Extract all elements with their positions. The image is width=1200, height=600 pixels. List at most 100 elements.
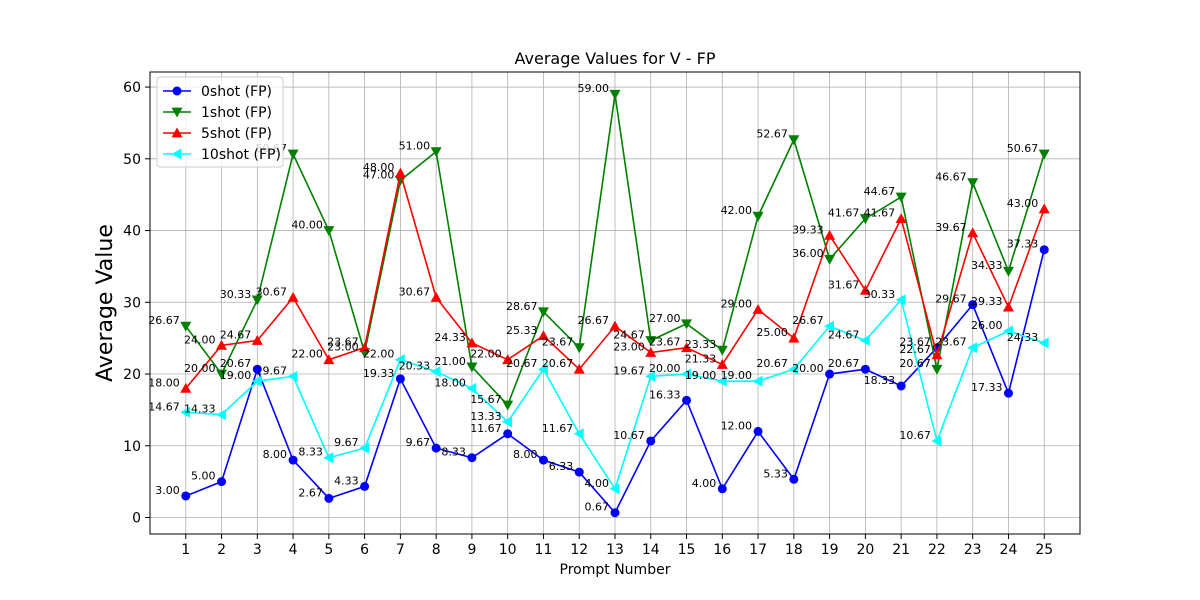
- data-label: 21.00: [434, 355, 466, 368]
- data-label: 21.33: [685, 352, 717, 365]
- x-tick-label: 4: [289, 542, 298, 558]
- data-point: [931, 349, 943, 360]
- data-point: [537, 307, 549, 318]
- data-point: [1003, 388, 1013, 398]
- legend-entry: 1shot (FP): [201, 105, 272, 121]
- data-label: 23.00: [327, 341, 359, 354]
- data-label: 34.33: [971, 259, 1003, 272]
- data-label: 20.67: [899, 357, 931, 370]
- data-label: 11.67: [542, 422, 574, 435]
- data-label: 20.67: [542, 357, 574, 370]
- series-3: [180, 294, 1049, 495]
- data-point: [859, 335, 870, 347]
- data-label: 23.33: [685, 338, 717, 351]
- data-label: 20.33: [399, 360, 431, 373]
- data-point: [287, 149, 299, 160]
- y-tick-label: 20: [123, 367, 141, 383]
- data-label: 47.00: [363, 168, 395, 181]
- data-label: 29.33: [971, 295, 1003, 308]
- data-label: 26.00: [971, 319, 1003, 332]
- data-point: [931, 364, 943, 375]
- data-label: 29.00: [721, 297, 753, 310]
- data-label: 30.33: [864, 288, 896, 301]
- data-label: 5.00: [191, 470, 216, 483]
- data-point: [609, 483, 620, 495]
- y-axis-label: Average Value: [93, 224, 118, 382]
- data-point: [646, 436, 656, 446]
- data-label: 51.00: [399, 140, 431, 153]
- data-label: 19.00: [721, 369, 753, 382]
- data-point: [573, 343, 585, 354]
- data-label: 22.00: [363, 348, 395, 361]
- data-point: [359, 442, 370, 454]
- data-point: [394, 354, 405, 366]
- data-point: [171, 148, 182, 160]
- data-point: [859, 214, 871, 225]
- x-tick-label: 10: [499, 542, 517, 558]
- data-point: [752, 211, 764, 222]
- y-tick-label: 60: [123, 80, 141, 96]
- y-tick-label: 0: [132, 511, 141, 527]
- data-label: 19.67: [613, 364, 645, 377]
- data-label: 23.67: [935, 336, 967, 349]
- data-point: [573, 428, 584, 440]
- x-tick-label: 16: [713, 542, 731, 558]
- x-tick-label: 24: [1000, 542, 1018, 558]
- data-point: [466, 382, 477, 394]
- data-point: [1038, 149, 1050, 160]
- data-point: [609, 89, 621, 100]
- data-label: 26.67: [578, 314, 610, 327]
- data-point: [430, 291, 442, 302]
- data-point: [538, 455, 548, 465]
- data-label: 8.33: [441, 446, 466, 459]
- x-tick-label: 19: [821, 542, 839, 558]
- data-label: 5.33: [763, 467, 788, 480]
- series-1: [180, 89, 1050, 411]
- data-point: [216, 339, 228, 350]
- data-label: 48.00: [363, 161, 395, 174]
- data-point: [645, 370, 656, 382]
- data-point: [896, 381, 906, 391]
- data-label: 22.00: [470, 348, 502, 361]
- data-label: 19.67: [256, 364, 288, 377]
- data-label: 25.00: [756, 326, 788, 339]
- data-label: 24.00: [184, 333, 216, 346]
- legend-entry: 0shot (FP): [201, 84, 272, 100]
- data-point: [466, 362, 478, 373]
- x-tick-label: 17: [749, 542, 767, 558]
- data-label: 41.67: [864, 207, 896, 220]
- x-tick-label: 9: [467, 542, 476, 558]
- data-label: 15.67: [470, 393, 502, 406]
- data-point: [789, 474, 799, 484]
- data-point: [681, 319, 693, 330]
- x-tick-label: 22: [928, 542, 946, 558]
- data-label: 20.67: [828, 357, 860, 370]
- data-label: 4.00: [585, 477, 610, 490]
- data-point: [394, 175, 406, 186]
- data-label: 2.67: [298, 486, 323, 499]
- data-point: [251, 295, 263, 306]
- chart-title: Average Values for V - FP: [515, 49, 716, 68]
- data-label: 19.00: [685, 369, 717, 382]
- data-point: [537, 330, 549, 341]
- data-point: [1039, 245, 1049, 255]
- data-label: 29.67: [935, 293, 967, 306]
- data-label: 4.00: [692, 477, 717, 490]
- data-label: 25.33: [506, 324, 538, 337]
- x-tick-label: 5: [324, 542, 333, 558]
- data-point: [610, 508, 620, 518]
- grid: [150, 72, 1080, 534]
- data-label: 39.33: [792, 223, 824, 236]
- data-label: 26.67: [792, 314, 824, 327]
- data-label: 8.33: [298, 446, 323, 459]
- data-label: 16.33: [649, 388, 681, 401]
- data-point: [716, 345, 728, 356]
- data-point: [217, 477, 227, 487]
- data-label: 22.00: [291, 348, 323, 361]
- x-tick-label: 12: [570, 542, 588, 558]
- data-point: [323, 452, 334, 464]
- data-point: [931, 435, 942, 447]
- data-point: [171, 107, 183, 118]
- data-point: [467, 453, 477, 463]
- data-label: 24.67: [220, 329, 252, 342]
